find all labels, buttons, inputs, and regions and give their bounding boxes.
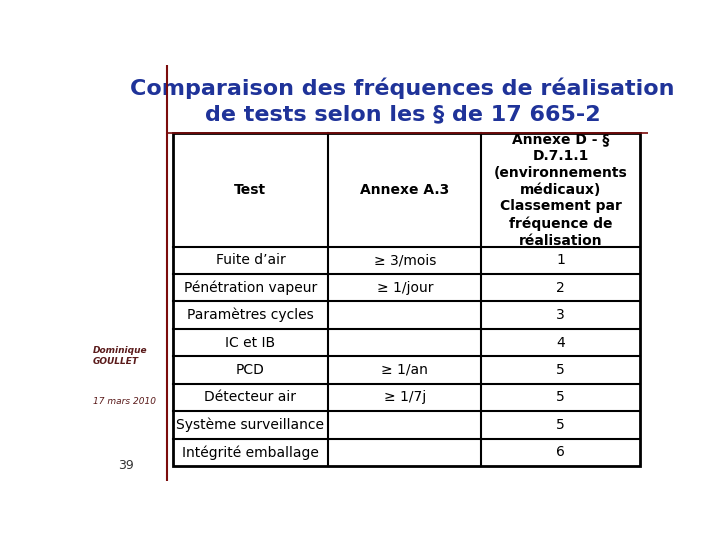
Text: Intégrité emballage: Intégrité emballage — [182, 445, 319, 460]
Text: ≥ 1/7j: ≥ 1/7j — [384, 390, 426, 404]
Text: 4: 4 — [556, 335, 565, 349]
Text: ≥ 1/jour: ≥ 1/jour — [377, 281, 433, 295]
Text: 3: 3 — [556, 308, 565, 322]
Text: Annexe D - §
D.7.1.1
(environnements
médicaux)
Classement par
fréquence de
réali: Annexe D - § D.7.1.1 (environnements méd… — [494, 132, 627, 247]
Text: 17 mars 2010: 17 mars 2010 — [93, 397, 156, 406]
Text: PCD: PCD — [236, 363, 265, 377]
Text: Pénétration vapeur: Pénétration vapeur — [184, 280, 317, 295]
Text: ≥ 1/an: ≥ 1/an — [382, 363, 428, 377]
Text: Test: Test — [235, 183, 266, 197]
Text: Système surveillance: Système surveillance — [176, 417, 325, 432]
Text: 5: 5 — [556, 363, 565, 377]
Text: Détecteur air: Détecteur air — [204, 390, 297, 404]
Bar — [173, 133, 639, 466]
Text: Fuite d’air: Fuite d’air — [215, 253, 285, 267]
Text: 39: 39 — [118, 460, 134, 472]
Text: 2: 2 — [556, 281, 565, 295]
Text: 5: 5 — [556, 390, 565, 404]
Text: IC et IB: IC et IB — [225, 335, 276, 349]
Text: 6: 6 — [556, 446, 565, 460]
Text: Dominique
GOULLET: Dominique GOULLET — [93, 346, 148, 366]
Text: 1: 1 — [556, 253, 565, 267]
Text: Paramètres cycles: Paramètres cycles — [187, 308, 314, 322]
Text: Comparaison des fréquences de réalisation
de tests selon les § de 17 665-2: Comparaison des fréquences de réalisatio… — [130, 77, 675, 124]
Text: ≥ 3/mois: ≥ 3/mois — [374, 253, 436, 267]
Bar — [173, 133, 639, 466]
Text: Annexe A.3: Annexe A.3 — [360, 183, 449, 197]
Text: 5: 5 — [556, 418, 565, 432]
